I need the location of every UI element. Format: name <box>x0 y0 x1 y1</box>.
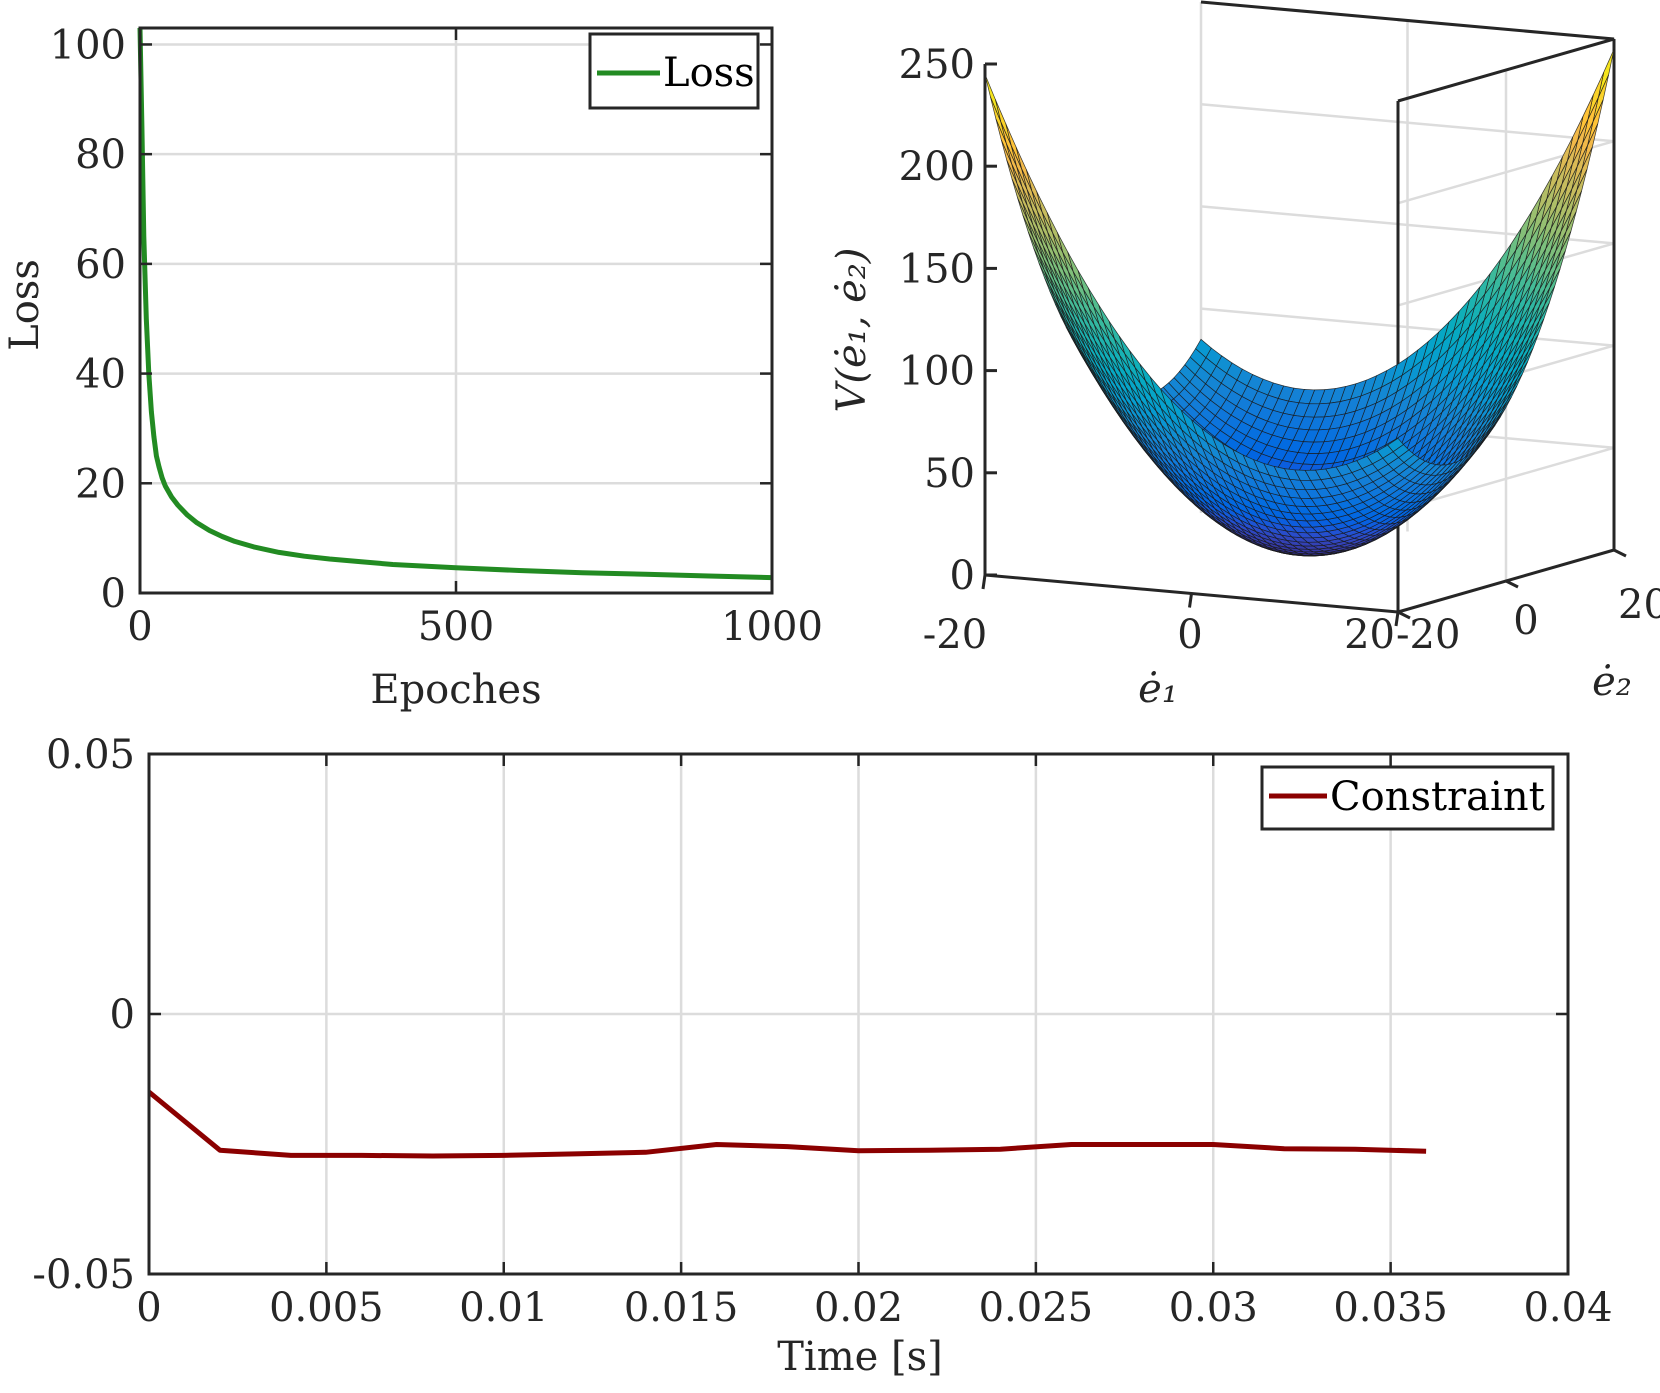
surface-xtick <box>1188 593 1193 608</box>
loss-series <box>137 27 773 581</box>
loss-ytick-label: 0 <box>101 571 126 617</box>
constraint-ytick-label: 0.05 <box>46 732 135 778</box>
surface-ytick-label: 0 <box>1513 598 1538 644</box>
constraint-xtick-label: 0.02 <box>814 1285 903 1331</box>
surface-xtick-label: 20 <box>1344 612 1395 658</box>
surface-patch <box>984 74 1002 122</box>
constraint-line <box>147 1090 1427 1159</box>
surface-ytick-label: 20 <box>1618 582 1660 628</box>
loss-ytick-label: 80 <box>75 132 126 178</box>
loss-xtick-label: 0 <box>127 604 152 650</box>
surface-ytick <box>1397 610 1411 620</box>
surface-mesh <box>984 49 1615 557</box>
surface-ztick-label: 250 <box>899 42 975 88</box>
surface-xlabel: ė₁ <box>1138 666 1178 712</box>
loss-ticks: 0 500 1000 0 20 40 60 80 100 <box>50 22 823 650</box>
surface-ytick-label: -20 <box>1396 612 1460 658</box>
surface-xtick-label: -20 <box>923 612 987 658</box>
loss-ytick-label: 60 <box>75 242 126 288</box>
surface-xtick <box>981 574 987 590</box>
surface-zlabel: V(ė₁, ė₂) <box>829 248 875 413</box>
surface-ytick <box>1505 579 1519 589</box>
loss-line <box>137 27 773 581</box>
loss-ytick-label: 40 <box>75 352 126 398</box>
constraint-xtick-label: 0.035 <box>1333 1285 1448 1331</box>
constraint-legend: Constraint <box>1260 765 1555 831</box>
surface-ztick-label: 100 <box>899 349 975 395</box>
constraint-xtick-label: 0.025 <box>979 1285 1094 1331</box>
constraint-ticks: 0 0.005 0.01 0.015 0.02 0.025 0.03 0.035 0.04 -0.… <box>32 732 1612 1331</box>
constraint-chart: 0 0.005 0.01 0.015 0.02 0.025 0.03 0.035 0.04 -0.… <box>32 732 1612 1380</box>
constraint-xtick-label: 0 <box>136 1285 161 1331</box>
constraint-xlabel: Time [s] <box>777 1334 943 1380</box>
loss-ytick-label: 100 <box>50 22 126 68</box>
loss-xtick-label: 500 <box>418 604 494 650</box>
constraint-ytick-label: 0 <box>110 992 135 1038</box>
surface-ztick-label: 50 <box>924 451 975 497</box>
surface-ztick-label: 0 <box>950 553 975 599</box>
surface-xtick-label: 0 <box>1177 612 1202 658</box>
constraint-legend-label: Constraint <box>1330 774 1545 820</box>
constraint-series <box>147 1090 1427 1159</box>
surface-ztick-label: 200 <box>899 144 975 190</box>
loss-grid <box>138 28 774 595</box>
constraint-xtick-label: 0.03 <box>1169 1285 1258 1331</box>
loss-legend: Loss <box>588 32 760 110</box>
constraint-xtick-label: 0.04 <box>1523 1285 1612 1331</box>
loss-xtick-label: 1000 <box>721 604 823 650</box>
loss-ylabel: Loss <box>2 259 48 351</box>
constraint-xtick-label: 0.01 <box>459 1285 548 1331</box>
surface-ztick-label: 150 <box>899 246 975 292</box>
surface-ylabel: ė₂ <box>1592 659 1632 705</box>
constraint-ytick-label: -0.05 <box>32 1252 135 1298</box>
loss-ytick-label: 20 <box>75 461 126 507</box>
constraint-xtick-label: 0.005 <box>269 1285 384 1331</box>
constraint-xtick-label: 0.015 <box>624 1285 739 1331</box>
surface-ytick <box>1613 548 1627 558</box>
loss-xlabel: Epoches <box>370 667 541 713</box>
loss-legend-label: Loss <box>663 50 755 96</box>
loss-chart: 0 500 1000 0 20 40 60 80 100 Loss Epoches Loss <box>2 22 823 713</box>
surface-xtick <box>1394 611 1400 627</box>
constraint-grid <box>147 752 1570 1276</box>
